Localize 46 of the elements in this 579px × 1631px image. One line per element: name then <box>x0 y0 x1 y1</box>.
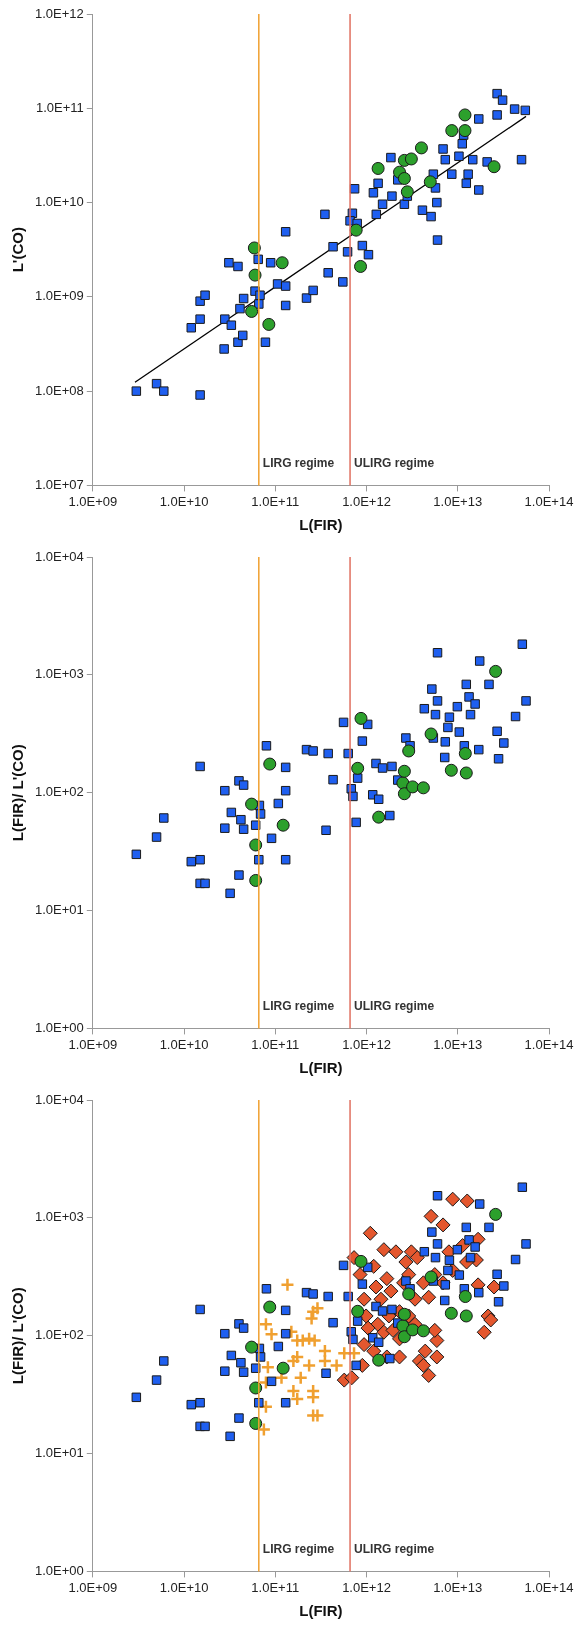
ref-line-label: ULIRG regime <box>354 1541 435 1556</box>
x-tick-label: 1.0E+10 <box>159 1579 209 1595</box>
y-tick-label: 1.0E+04 <box>35 548 84 564</box>
y-tick-label: 1.0E+02 <box>35 784 84 800</box>
ref-line-label: LIRG regime <box>262 455 335 470</box>
x-tick-label: 1.0E+09 <box>68 1579 118 1595</box>
y-tick-label: 1.0E+09 <box>35 288 84 304</box>
y-tick-label: 1.0E+08 <box>35 382 84 398</box>
y-tick-label: 1.0E+03 <box>35 666 84 682</box>
x-tick-label: 1.0E+13 <box>433 1036 483 1052</box>
x-tick-label: 1.0E+13 <box>433 1579 483 1595</box>
ref-line-label: LIRG regime <box>262 1541 335 1556</box>
y-axis-title: L'(CO) <box>9 227 27 273</box>
x-tick-label: 1.0E+12 <box>342 1579 391 1595</box>
x-tick-label: 1.0E+10 <box>159 493 209 509</box>
x-tick-label: 1.0E+11 <box>251 1036 300 1052</box>
x-tick-label: 1.0E+13 <box>433 493 483 509</box>
y-tick-label: 1.0E+04 <box>35 1091 84 1107</box>
x-tick-label: 1.0E+14 <box>524 1036 574 1052</box>
y-axis-title: L(FIR)/ L'(CO) <box>9 744 27 842</box>
ref-line-label: ULIRG regime <box>354 455 435 470</box>
x-axis-title: L(FIR) <box>299 1059 343 1077</box>
x-tick-label: 1.0E+09 <box>68 1036 118 1052</box>
y-tick-label: 1.0E+00 <box>35 1562 84 1578</box>
x-tick-label: 1.0E+14 <box>524 1579 574 1595</box>
y-tick-label: 1.0E+00 <box>35 1019 84 1035</box>
y-tick-label: 1.0E+12 <box>35 5 84 21</box>
y-tick-label: 1.0E+01 <box>35 902 84 918</box>
x-tick-label: 1.0E+11 <box>251 1579 300 1595</box>
y-tick-label: 1.0E+10 <box>35 194 84 210</box>
x-axis-title: L(FIR) <box>299 1602 343 1620</box>
y-axis-title: L(FIR)/ L'(CO) <box>9 1287 27 1385</box>
x-axis-title: L(FIR) <box>299 516 343 534</box>
x-tick-label: 1.0E+09 <box>68 493 118 509</box>
x-tick-label: 1.0E+12 <box>342 493 391 509</box>
x-tick-label: 1.0E+11 <box>251 493 300 509</box>
ref-line-label: LIRG regime <box>262 998 335 1013</box>
ref-line-label: ULIRG regime <box>354 998 435 1013</box>
y-tick-label: 1.0E+02 <box>35 1327 84 1343</box>
x-tick-label: 1.0E+14 <box>524 493 574 509</box>
y-tick-label: 1.0E+01 <box>35 1445 84 1461</box>
y-tick-label: 1.0E+07 <box>35 476 84 492</box>
x-tick-label: 1.0E+10 <box>159 1036 209 1052</box>
x-tick-label: 1.0E+12 <box>342 1036 391 1052</box>
y-tick-label: 1.0E+11 <box>35 99 84 115</box>
y-tick-label: 1.0E+03 <box>35 1209 84 1225</box>
